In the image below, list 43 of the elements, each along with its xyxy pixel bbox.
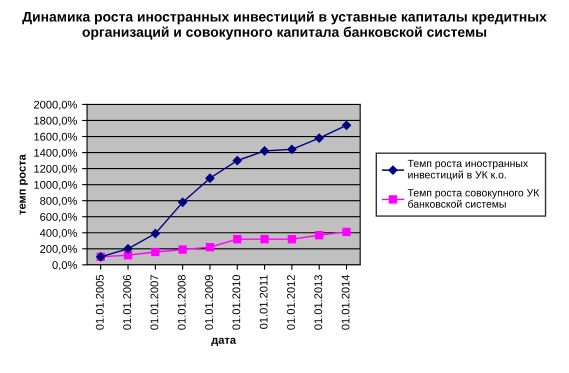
- point: [178, 245, 187, 254]
- x-tick-label: 01.01.2012: [287, 275, 295, 330]
- x-tick-label: 01.01.2013: [314, 275, 322, 330]
- point: [178, 198, 188, 207]
- point: [150, 228, 160, 238]
- point: [232, 156, 242, 166]
- x-tick-label: 01.01.2006: [123, 275, 132, 330]
- y-tick-label: 1200,0%: [34, 164, 77, 174]
- point: [342, 120, 352, 130]
- point: [123, 244, 133, 254]
- x-tick-label: 01.01.2010: [232, 274, 240, 330]
- y-tick-label: 800,0%: [40, 196, 77, 206]
- x-tick-label: 01.01.2011: [260, 275, 268, 329]
- x-axis-title: дата: [211, 338, 236, 346]
- y-tick-label: 1400,0%: [34, 148, 77, 158]
- y-axis-title: темп роста: [20, 154, 28, 215]
- point: [260, 235, 269, 244]
- chart-title: Динамика роста иностранных инвестиций в уставные капиталы кредитных организаций и совокупного капитала банковской системы: [22, 11, 547, 40]
- y-tick-label: 0,0%: [52, 261, 77, 270]
- point: [260, 146, 270, 156]
- point: [206, 243, 214, 252]
- y-tick-label: 1000,0%: [34, 180, 77, 190]
- y-tick-label: 600,0%: [40, 212, 77, 222]
- legend-label: Темп роста иностранных инвестиций в УК к.о.: [408, 160, 528, 180]
- x-tick-label: 01.01.2007: [150, 275, 158, 330]
- point: [233, 235, 242, 244]
- point: [314, 134, 324, 143]
- x-tick-label: 01.01.2005: [96, 275, 104, 330]
- point: [205, 174, 215, 183]
- y-tick-label: 400,0%: [40, 229, 77, 238]
- point: [151, 248, 160, 256]
- y-tick-label: 200,0%: [40, 245, 77, 254]
- legend-label: Темп роста совокупного УК банковской системы: [408, 189, 540, 208]
- x-tick-label: 01.01.2008: [178, 275, 186, 330]
- x-tick-label: 01.01.2014: [342, 274, 350, 330]
- y-tick-label: 1600,0%: [34, 132, 77, 142]
- point: [315, 230, 324, 240]
- y-tick-label: 1800,0%: [34, 116, 77, 126]
- x-tick-label: 01.01.2009: [205, 275, 213, 330]
- point: [287, 144, 297, 154]
- y-tick-label: 2000,0%: [34, 100, 77, 110]
- point: [342, 228, 351, 236]
- point: [288, 235, 296, 244]
